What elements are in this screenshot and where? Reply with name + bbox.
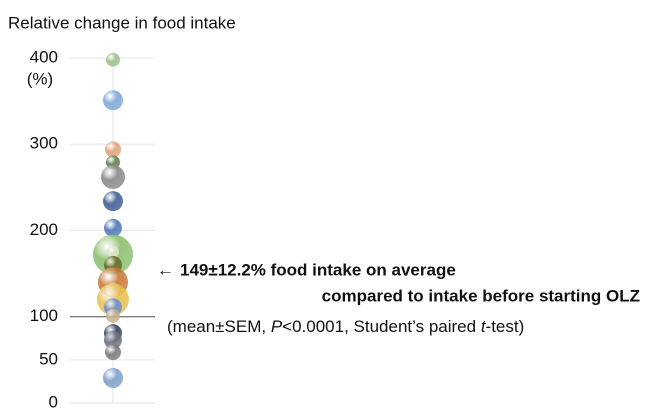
bubble <box>106 308 120 323</box>
bubble <box>103 191 123 212</box>
annotation: compared to intake before starting OLZ <box>322 286 640 305</box>
y-tick-label: 400 <box>30 47 58 66</box>
bubble <box>105 344 121 361</box>
bubble <box>106 52 120 67</box>
bubble <box>101 165 125 190</box>
annotation-part: P <box>271 317 283 336</box>
unit-label: (%) <box>27 69 53 88</box>
y-tick-label: 100 <box>30 306 58 325</box>
y-tick-label: 0 <box>49 392 58 411</box>
arrow: ← <box>157 260 174 279</box>
annotation: 149±12.2% food intake on average <box>180 260 456 279</box>
bubble <box>104 331 122 350</box>
annotation: (mean±SEM, P<0.0001, Student’s paired t-… <box>167 317 524 336</box>
bubble <box>104 218 122 237</box>
annotation-part: (mean±SEM, <box>167 317 271 336</box>
bubble <box>107 246 119 259</box>
bubble <box>103 367 123 388</box>
annotation-part: <0.0001, Student’s paired <box>282 317 481 336</box>
annotation-part: t <box>481 317 487 336</box>
chart-title: Relative change in food intake <box>8 13 236 32</box>
bubble <box>105 141 121 158</box>
y-tick-label: 200 <box>30 220 58 239</box>
y-tick-label: 50 <box>39 349 58 368</box>
annotation-part: -test) <box>486 317 525 336</box>
y-tick-label: 300 <box>30 134 58 153</box>
bubble <box>103 90 123 111</box>
